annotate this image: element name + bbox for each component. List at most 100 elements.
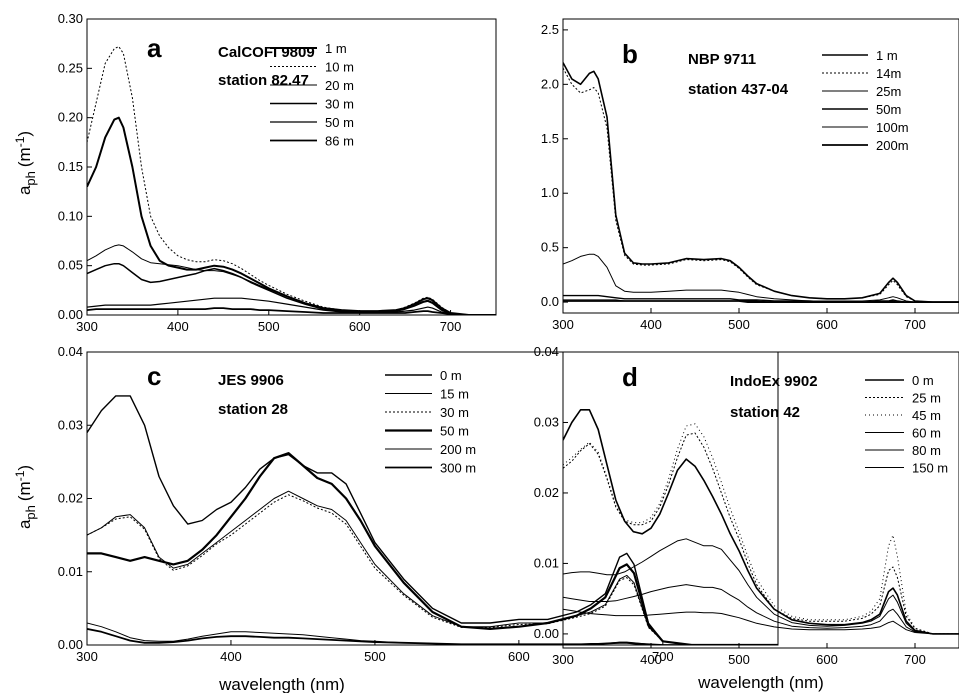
plot-frame xyxy=(562,18,959,314)
y-axis-label: aph (m-1) xyxy=(13,131,38,195)
x-tick-label: 600 xyxy=(349,319,371,334)
y-tick-label: 0.30 xyxy=(58,11,83,26)
y-tick-label: 0.5 xyxy=(541,240,559,255)
panel-d: 0.00 0.01 0.02 0.03 0.04 300 400 500 600 700 0 m 25… xyxy=(534,344,959,667)
cruise-name: JES 9906 xyxy=(218,372,284,389)
legend-label: 86 m xyxy=(325,134,354,149)
y-tick-label: 0.02 xyxy=(58,491,83,506)
x-tick-label: 400 xyxy=(640,317,662,332)
series-line-50m xyxy=(87,452,778,645)
legend-label: 200m xyxy=(876,138,909,153)
panel-c: 0.00 0.01 0.02 0.03 0.04 300 400 500 600 700 0 m 15… xyxy=(58,344,779,664)
legend-label: 50 m xyxy=(440,424,469,439)
y-axis-label-part: a xyxy=(15,519,34,529)
legend-label: 300 m xyxy=(440,461,476,476)
legend-label: 45 m xyxy=(912,408,941,423)
x-tick-label: 300 xyxy=(552,652,574,667)
x-tick-label: 500 xyxy=(728,652,750,667)
x-tick-label: 400 xyxy=(167,319,189,334)
x-tick-label: 500 xyxy=(364,649,386,664)
x-tick-label: 600 xyxy=(816,652,838,667)
station-name: station 437-04 xyxy=(688,81,789,98)
series-line-300m xyxy=(87,628,778,645)
series-line-14m xyxy=(563,67,959,303)
y-axis-label-part: (m xyxy=(15,147,34,167)
legend-label: 10 m xyxy=(325,60,354,75)
y-tick-label: 0.00 xyxy=(534,626,559,641)
y-tick-label: 0.01 xyxy=(58,564,83,579)
y-axis-label-part: a xyxy=(15,185,34,195)
y-tick-label: 0.02 xyxy=(534,485,559,500)
station-name: station 82.47 xyxy=(218,72,309,89)
x-tick-label: 400 xyxy=(220,649,242,664)
y-tick-label: 0.04 xyxy=(534,344,559,359)
x-tick-label: 500 xyxy=(258,319,280,334)
series-line-150m xyxy=(563,608,959,635)
panel-letter: a xyxy=(147,33,162,63)
y-axis-label-part: -1 xyxy=(13,470,27,481)
series-line-60m xyxy=(563,538,959,635)
x-tick-label: 700 xyxy=(904,317,926,332)
x-tick-label: 600 xyxy=(508,649,530,664)
y-axis-label-part: ) xyxy=(15,465,34,471)
y-axis-label-part: (m xyxy=(15,481,34,501)
y-tick-label: 0.25 xyxy=(58,60,83,75)
panel-letter: b xyxy=(622,39,638,69)
plot-frame xyxy=(562,351,959,649)
y-axis-label-part: ) xyxy=(15,131,34,137)
series-line-86m xyxy=(87,307,496,315)
series-line-80m xyxy=(563,584,959,635)
x-tick-label: 700 xyxy=(904,652,926,667)
panel-letter: d xyxy=(622,362,638,392)
series-line-25m xyxy=(563,253,959,303)
x-tick-label: 300 xyxy=(76,319,98,334)
series-line-25m xyxy=(563,432,959,635)
legend-label: 20 m xyxy=(325,78,354,93)
legend-label: 30 m xyxy=(325,97,354,112)
y-tick-label: 0.05 xyxy=(58,258,83,273)
cruise-name: IndoEx 9902 xyxy=(730,373,818,390)
y-axis-label-part: ph xyxy=(23,171,38,185)
legend-label: 150 m xyxy=(912,461,948,476)
x-tick-label: 500 xyxy=(728,317,750,332)
x-tick-label: 600 xyxy=(816,317,838,332)
cruise-name: CalCOFI 9809 xyxy=(218,44,315,61)
legend-label: 80 m xyxy=(912,443,941,458)
y-tick-label: 0.03 xyxy=(58,417,83,432)
plot-frame xyxy=(86,18,497,316)
y-tick-label: 0.15 xyxy=(58,159,83,174)
legend-label: 60 m xyxy=(912,426,941,441)
panel-b: 0.0 0.5 1.0 1.5 2.0 2.5 300 400 500 600 700 1 m 14m 2… xyxy=(541,18,959,332)
y-tick-label: 0.00 xyxy=(58,307,83,322)
legend-label: 25 m xyxy=(912,391,941,406)
y-tick-label: 1.5 xyxy=(541,131,559,146)
legend-label: 25m xyxy=(876,84,901,99)
x-axis-label: wavelength (nm) xyxy=(218,675,345,693)
series-line-15m xyxy=(87,490,778,645)
panel-letter: c xyxy=(147,361,161,391)
y-axis-label-part: -1 xyxy=(13,136,27,147)
series-line-0m xyxy=(87,395,778,645)
x-tick-label: 300 xyxy=(76,649,98,664)
y-tick-label: 0.04 xyxy=(58,344,83,359)
station-name: station 42 xyxy=(730,404,800,421)
y-tick-label: 0.10 xyxy=(58,208,83,223)
legend-label: 0 m xyxy=(440,368,462,383)
plot-frame xyxy=(86,351,779,646)
x-tick-label: 400 xyxy=(640,652,662,667)
legend-label: 50m xyxy=(876,102,901,117)
y-tick-label: 0.01 xyxy=(534,555,559,570)
y-tick-label: 0.00 xyxy=(58,637,83,652)
y-tick-label: 1.0 xyxy=(541,185,559,200)
legend-label: 200 m xyxy=(440,442,476,457)
series-line-10m xyxy=(87,46,496,315)
series-line-30m xyxy=(87,494,778,645)
series-line-50m xyxy=(563,294,959,303)
x-tick-label: 700 xyxy=(652,649,674,664)
legend-label: 1 m xyxy=(876,48,898,63)
y-tick-label: 0.0 xyxy=(541,294,559,309)
legend-label: 0 m xyxy=(912,373,934,388)
series-line-50m xyxy=(87,297,496,315)
y-axis-label: aph (m-1) xyxy=(13,465,38,529)
